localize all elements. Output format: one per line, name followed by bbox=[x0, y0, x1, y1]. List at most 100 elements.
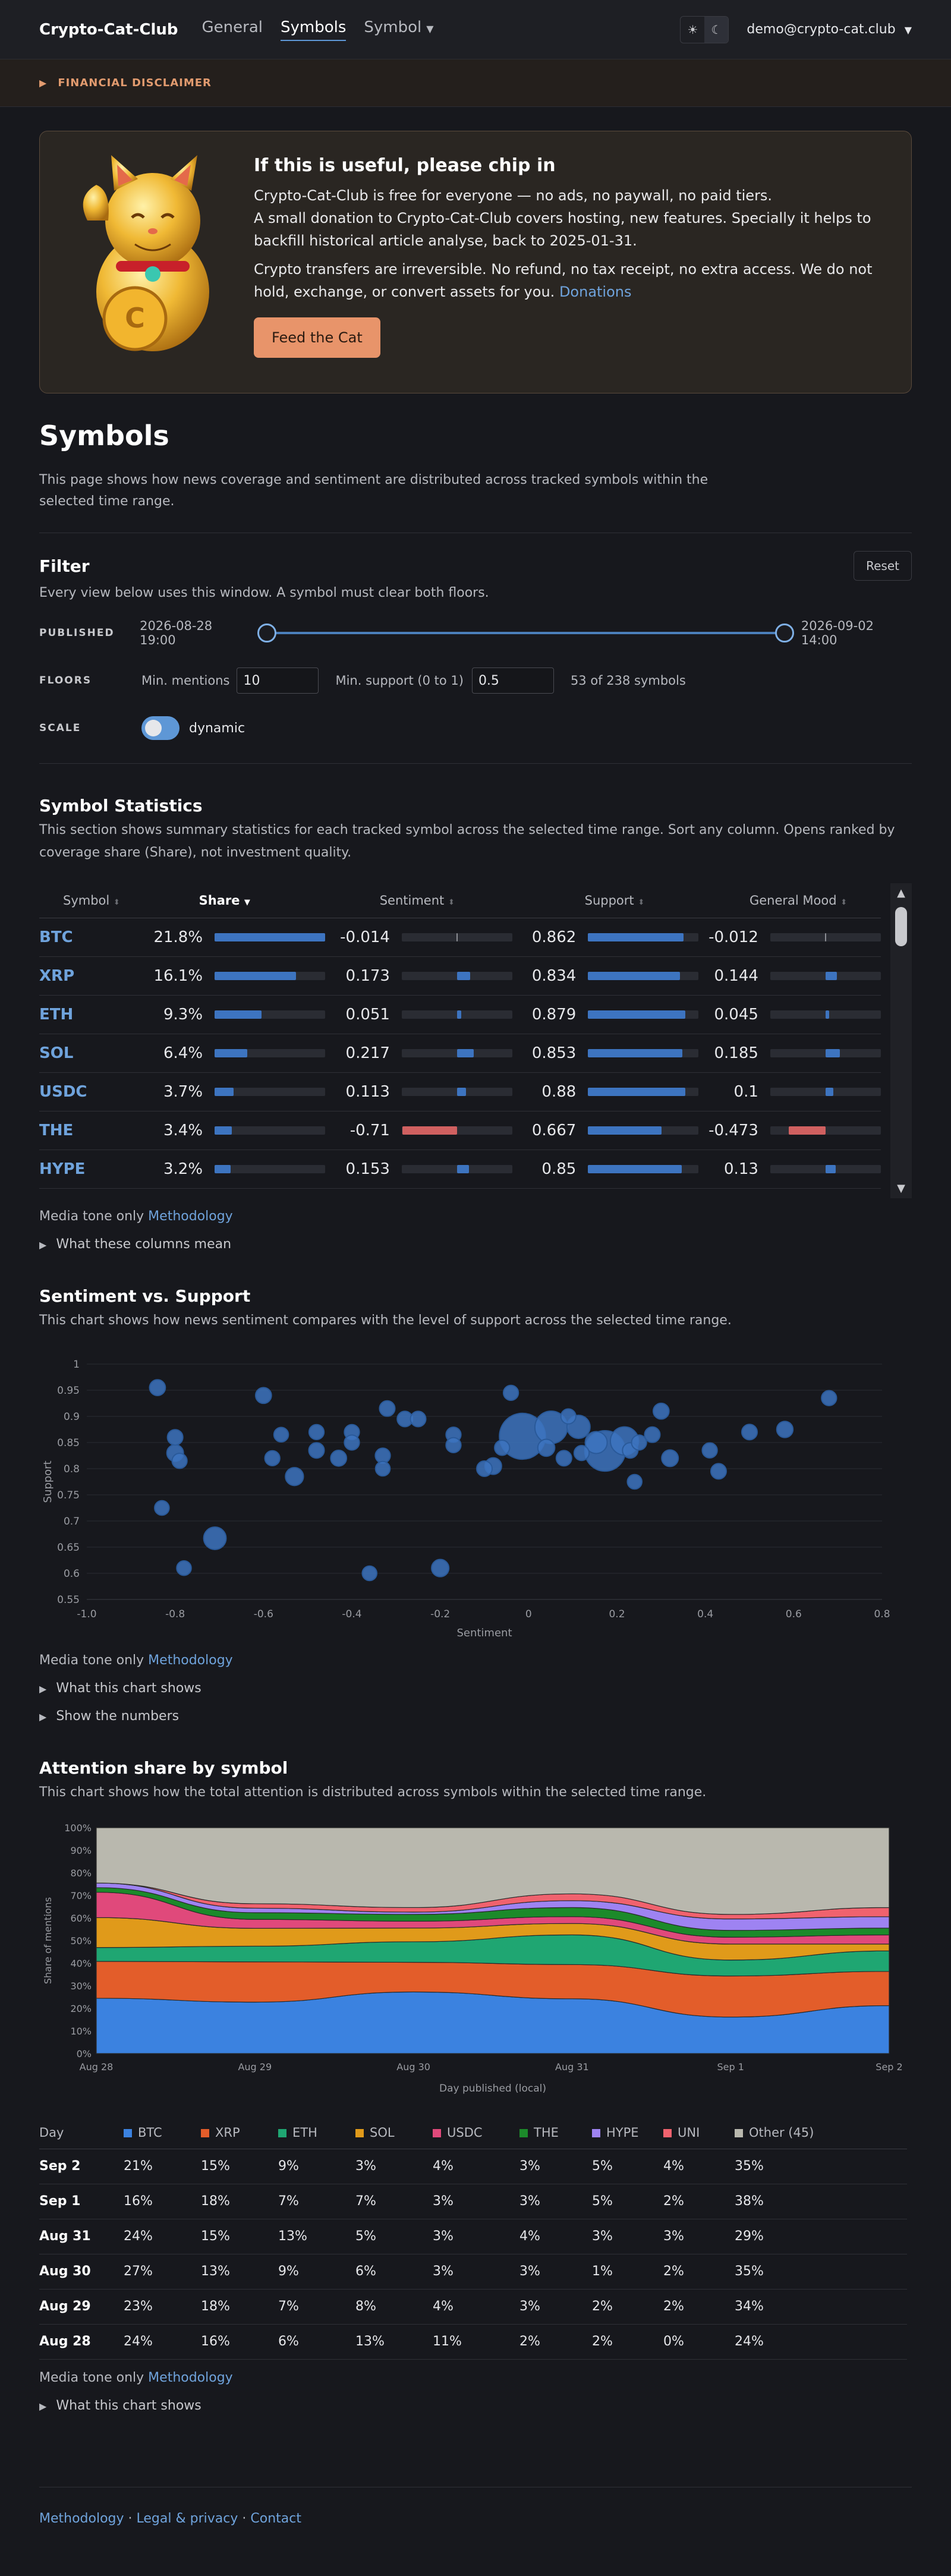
published-label: PUBLISHED bbox=[39, 627, 115, 639]
symbol-cell[interactable]: HYPE bbox=[39, 1150, 125, 1189]
col-general-mood[interactable]: General Mood ⬍ bbox=[705, 883, 881, 918]
share-cell: 2% bbox=[663, 2254, 735, 2290]
donation-text: Crypto-Cat-Club is free for everyone — n… bbox=[254, 184, 887, 252]
sentiment-bar bbox=[401, 933, 512, 941]
share-col-7[interactable]: HYPE bbox=[592, 2117, 663, 2149]
sort-desc-icon: ▼ bbox=[244, 897, 250, 907]
share-cell: 3% bbox=[355, 2149, 433, 2184]
footer-legal-link[interactable]: Legal & privacy bbox=[136, 2511, 238, 2526]
share-col-6[interactable]: THE bbox=[519, 2117, 592, 2149]
table-row[interactable]: SOL 6.4% 0.217 0.853 0.185 bbox=[39, 1034, 881, 1073]
scrollbar-thumb[interactable] bbox=[895, 907, 907, 946]
slider-end-handle[interactable] bbox=[774, 623, 794, 643]
table-row[interactable]: THE 3.4% -0.71 0.667 -0.473 bbox=[39, 1111, 881, 1150]
nav-symbols[interactable]: Symbols bbox=[280, 18, 347, 41]
share-bar-fill bbox=[215, 971, 297, 980]
col-mood-label: General Mood bbox=[749, 893, 837, 908]
brand-logo[interactable]: Crypto-Cat-Club bbox=[39, 20, 178, 39]
sun-icon[interactable]: ☀ bbox=[687, 22, 698, 37]
stats-table: Symbol ⬍ Share ▼ Sentiment ⬍ Support ⬍ G… bbox=[39, 883, 881, 1189]
published-range-slider[interactable] bbox=[257, 621, 794, 645]
table-row[interactable]: USDC 3.7% 0.113 0.88 0.1 bbox=[39, 1072, 881, 1111]
scroll-up-icon[interactable]: ▲ bbox=[897, 887, 905, 899]
slider-start-handle[interactable] bbox=[257, 623, 277, 643]
share-col-5[interactable]: USDC bbox=[433, 2117, 519, 2149]
scale-toggle[interactable] bbox=[141, 716, 180, 740]
area-details-toggle[interactable]: ▶ What this chart shows bbox=[39, 2398, 912, 2413]
scroll-down-icon[interactable]: ▼ bbox=[897, 1182, 905, 1195]
toggle-knob bbox=[145, 720, 162, 736]
nav-symbol-dropdown[interactable]: Symbol ▼ bbox=[364, 18, 433, 41]
x-tick-label: -0.6 bbox=[254, 1608, 273, 1620]
methodology-link[interactable]: Methodology bbox=[148, 1209, 233, 1224]
min-mentions-input[interactable]: 10 bbox=[237, 667, 319, 694]
sort-icon: ⬍ bbox=[840, 897, 848, 907]
col-sentiment[interactable]: Sentiment ⬍ bbox=[332, 883, 519, 918]
day-cell: Sep 1 bbox=[39, 2184, 124, 2219]
share-col-9[interactable]: Other (45) bbox=[735, 2117, 907, 2149]
sentiment-bar bbox=[401, 1164, 512, 1173]
share-cell: 4% bbox=[433, 2289, 519, 2325]
published-start: 2026-08-28 19:00 bbox=[140, 619, 213, 647]
columns-details-toggle[interactable]: ▶ What these columns mean bbox=[39, 1237, 912, 1252]
symbol-cell[interactable]: SOL bbox=[39, 1034, 125, 1073]
share-col-4[interactable]: SOL bbox=[355, 2117, 433, 2149]
share-cell: 21% bbox=[124, 2149, 201, 2184]
financial-disclaimer[interactable]: ▶ FINANCIAL DISCLAIMER bbox=[0, 59, 951, 107]
mood-bar-cell bbox=[770, 1034, 881, 1073]
methodology-link[interactable]: Methodology bbox=[148, 1653, 233, 1668]
share-cell: 2% bbox=[519, 2324, 592, 2360]
symbol-cell[interactable]: THE bbox=[39, 1111, 125, 1150]
col-symbol[interactable]: Symbol ⬍ bbox=[39, 883, 125, 918]
share-col-2[interactable]: XRP bbox=[201, 2117, 278, 2149]
sentiment-value: -0.71 bbox=[332, 1111, 402, 1150]
user-menu[interactable]: demo@crypto-cat.club ▼ bbox=[747, 22, 912, 37]
share-col-label: ETH bbox=[292, 2125, 317, 2140]
scatter-details-toggle[interactable]: ▶ What this chart shows bbox=[39, 1681, 912, 1696]
table-row[interactable]: BTC 21.8% -0.014 0.862 -0.012 bbox=[39, 918, 881, 957]
nav-general[interactable]: General bbox=[201, 18, 263, 36]
area-note-text: Media tone only bbox=[39, 2370, 144, 2385]
table-scrollbar[interactable]: ▲ ▼ bbox=[890, 883, 912, 1198]
table-row[interactable]: HYPE 3.2% 0.153 0.85 0.13 bbox=[39, 1150, 881, 1189]
share-col-1[interactable]: BTC bbox=[124, 2117, 201, 2149]
support-value: 0.834 bbox=[519, 956, 588, 996]
mood-bar-cell bbox=[770, 1111, 881, 1150]
symbol-cell[interactable]: USDC bbox=[39, 1072, 125, 1111]
share-col-0[interactable]: Day bbox=[39, 2117, 124, 2149]
mood-bar bbox=[770, 1010, 881, 1019]
footer-contact-link[interactable]: Contact bbox=[250, 2511, 301, 2526]
y-tick-label: 0.65 bbox=[57, 1542, 80, 1554]
stats-table-wrap: Symbol ⬍ Share ▼ Sentiment ⬍ Support ⬍ G… bbox=[39, 883, 912, 1198]
col-share[interactable]: Share ▼ bbox=[125, 883, 332, 918]
feed-the-cat-button[interactable]: Feed the Cat bbox=[254, 317, 380, 358]
donations-link[interactable]: Donations bbox=[559, 284, 632, 300]
symbol-cell[interactable]: XRP bbox=[39, 956, 125, 996]
share-col-3[interactable]: ETH bbox=[278, 2117, 355, 2149]
share-cell: 2% bbox=[592, 2324, 663, 2360]
stats-title: Symbol Statistics bbox=[39, 796, 203, 815]
table-row: Aug 29 23% 18% 7% 8% 4% 3% 2% 2% 34% bbox=[39, 2289, 907, 2325]
col-support[interactable]: Support ⬍ bbox=[519, 883, 706, 918]
moon-icon[interactable]: ☾ bbox=[704, 16, 729, 43]
reset-button[interactable]: Reset bbox=[854, 551, 912, 581]
scale-value: dynamic bbox=[189, 720, 245, 736]
footer-methodology-link[interactable]: Methodology bbox=[39, 2511, 124, 2526]
table-row[interactable]: ETH 9.3% 0.051 0.879 0.045 bbox=[39, 995, 881, 1034]
show-numbers-toggle[interactable]: ▶ Show the numbers bbox=[39, 1709, 912, 1724]
methodology-link[interactable]: Methodology bbox=[148, 2370, 233, 2385]
scatter-point bbox=[710, 1463, 727, 1480]
table-row: Aug 30 27% 13% 9% 6% 3% 3% 1% 2% 35% bbox=[39, 2254, 907, 2290]
share-cell: 4% bbox=[663, 2149, 735, 2184]
filter-title: Filter bbox=[39, 556, 90, 576]
min-support-input[interactable]: 0.5 bbox=[471, 667, 554, 694]
symbol-cell[interactable]: ETH bbox=[39, 995, 125, 1034]
sentiment-bar bbox=[401, 1048, 512, 1057]
scatter-point bbox=[285, 1467, 304, 1487]
scatter-point bbox=[584, 1431, 608, 1454]
symbol-cell[interactable]: BTC bbox=[39, 918, 125, 957]
mood-bar-fill bbox=[824, 933, 826, 941]
table-row[interactable]: XRP 16.1% 0.173 0.834 0.144 bbox=[39, 956, 881, 996]
share-col-8[interactable]: UNI bbox=[663, 2117, 735, 2149]
share-cell: 23% bbox=[124, 2289, 201, 2325]
